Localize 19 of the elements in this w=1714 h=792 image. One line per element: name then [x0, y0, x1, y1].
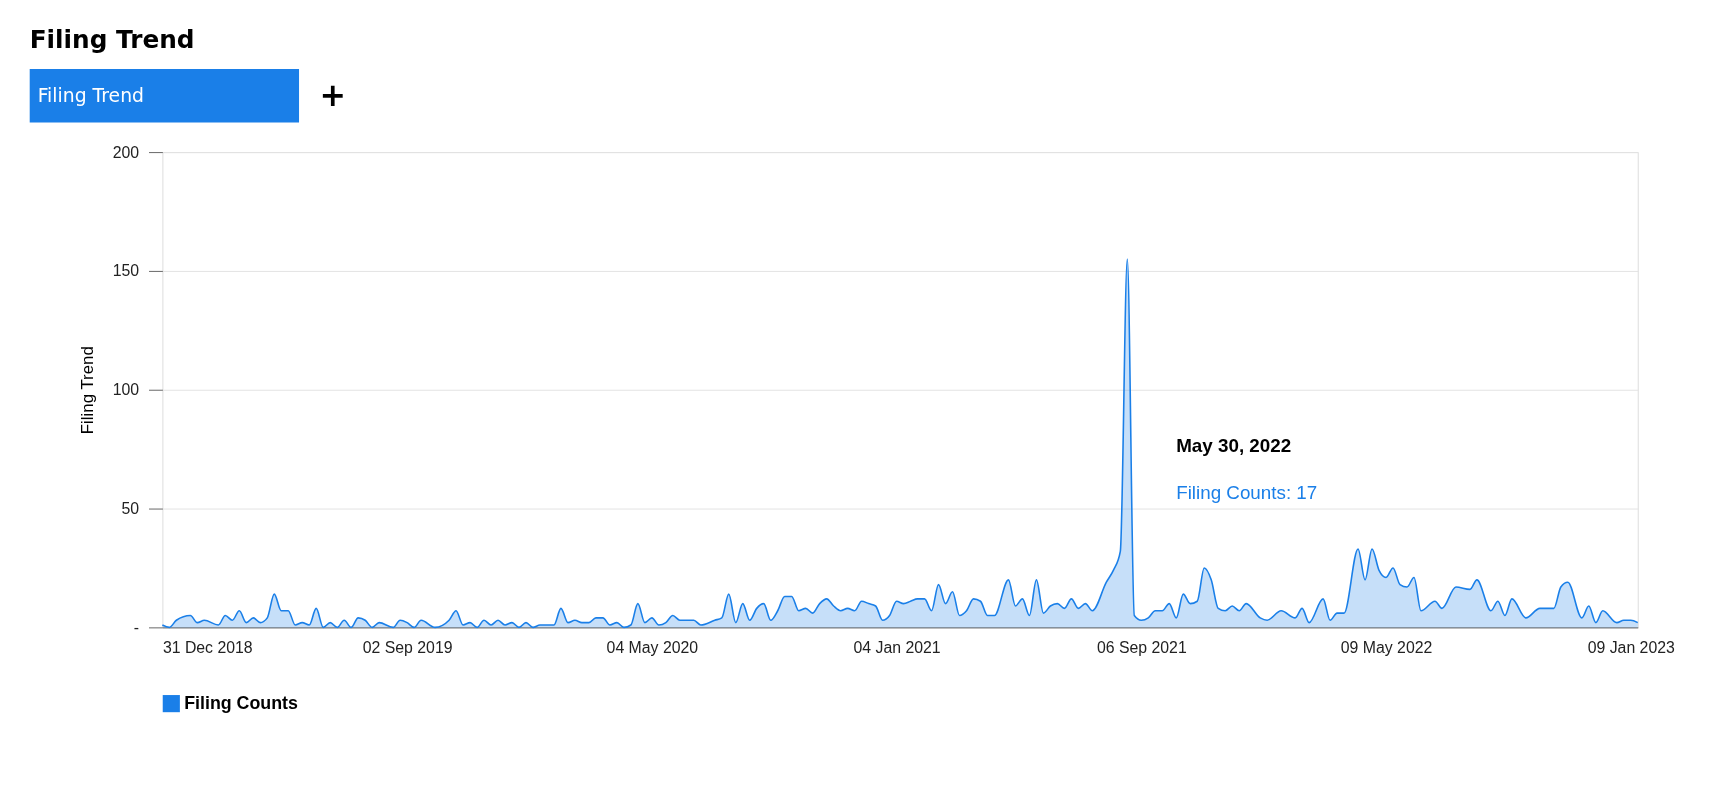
- y-axis-title: Filing Trend: [77, 346, 97, 435]
- annotation: Filing Counts: 17: [1176, 482, 1318, 504]
- y-tick-label: -: [133, 618, 140, 636]
- x-tick-label: 09 Jan 2023: [1587, 638, 1676, 656]
- y-tick-label: 50: [121, 500, 140, 517]
- y-tick-label: 200: [112, 143, 140, 161]
- x-tick-label: 06 Sep 2021: [1096, 638, 1187, 656]
- annotation: May 30, 2022: [1176, 434, 1292, 456]
- text: +: [319, 76, 346, 113]
- chart-title: Filing Trend: [29, 25, 195, 55]
- y-tick-label: 150: [112, 262, 140, 280]
- x-tick-label: 04 Jan 2021: [853, 638, 941, 656]
- x-tick-label: 09 May 2022: [1340, 638, 1433, 656]
- text: Filing Trend: [37, 84, 144, 106]
- legend-label: Filing Counts: [184, 692, 299, 713]
- x-tick-label: 04 May 2020: [606, 638, 699, 656]
- y-tick-label: 100: [112, 381, 140, 399]
- x-tick-label: 31 Dec 2018: [162, 638, 253, 656]
- x-tick-label: 02 Sep 2019: [362, 638, 453, 656]
